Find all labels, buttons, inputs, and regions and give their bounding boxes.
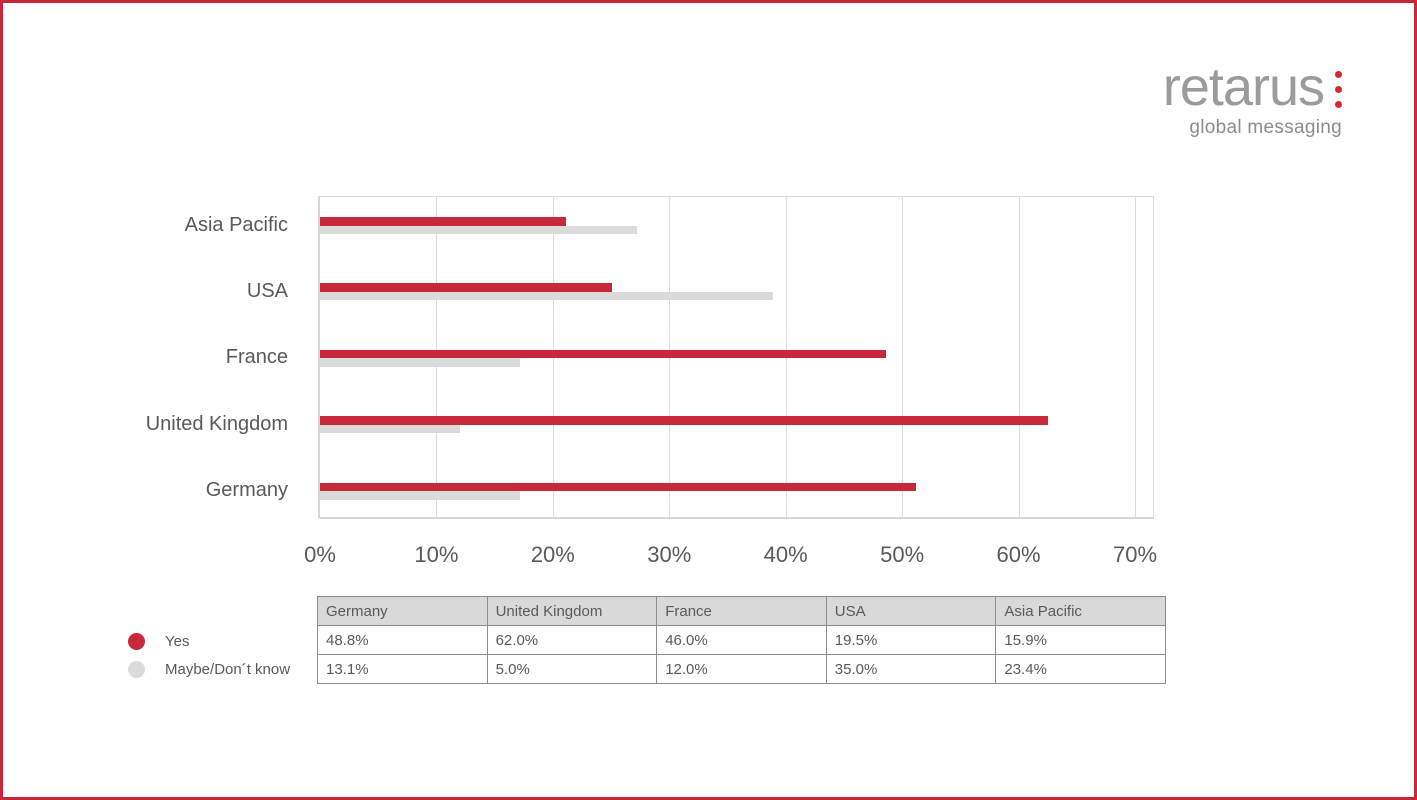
axis-tick-label: 50% [880,542,925,567]
axis-tick-label: 0% [304,542,336,567]
bar-yes-0 [320,217,566,226]
gridline [1135,197,1136,517]
legend-label: Yes [165,633,190,650]
bar-yes-4 [320,482,917,492]
bar-maybe-0 [320,225,637,234]
plot-area [320,196,1154,519]
bar-maybe-2 [320,358,521,367]
axis-tick-label: 20% [530,542,575,567]
data-table-body: 48.8% 62.0% 46.0% 19.5% 15.9% 13.1% 5.0% 12.0% 3… [317,625,1166,684]
table-cell: 46.0% [656,625,827,655]
table-cell: 15.9% [995,625,1166,655]
bar-yes-1 [320,283,613,292]
chart-legend: Yes Maybe/Don´t know [128,633,290,689]
bar-maybe-3 [320,424,460,434]
legend-swatch-icon [128,633,145,650]
axis-tick-label: 60% [996,542,1041,567]
legend-swatch-icon [128,661,145,678]
legend-item: Maybe/Don´t know [128,661,290,678]
bar-yes-2 [320,349,886,359]
data-table: Germany United Kingdom France USA Asia Pacif… [317,596,1166,684]
axis-tick-label: 30% [647,542,692,567]
table-header-row: Germany United Kingdom France USA Asia Pacif… [317,596,1166,626]
legend-item: Yes [128,633,290,650]
logo-dot-icon [1335,85,1342,93]
retarus-logo: retarus global messaging [1162,57,1342,139]
table-cell: 62.0% [486,625,658,655]
axis-tick-label: 10% [414,542,459,567]
table-header-cell: Germany [317,596,488,626]
gridline [1018,197,1020,517]
table-header-cell: United Kingdom [486,596,658,626]
axis-tick-label: 70% [1112,542,1158,567]
category-label: Germany [205,479,288,502]
logo-dot-icon [1335,70,1342,78]
bar-maybe-1 [320,291,773,301]
category-label: Asia Pacific [184,213,288,236]
logo-dots-icon [1335,70,1342,108]
table-header-cell: Asia Pacific [995,596,1166,626]
category-label: United Kingdom [145,412,288,435]
table-row: 13.1% 5.0% 12.0% 35.0% 23.4% [317,654,1166,684]
table-row: 48.8% 62.0% 46.0% 19.5% 15.9% [317,625,1166,655]
logo-brand-text: retarus [1162,57,1325,117]
table-cell: 13.1% [317,654,488,684]
category-label: France [225,346,288,369]
category-label: USA [246,279,288,302]
data-table-head: Germany United Kingdom France USA Asia Pacif… [317,596,1166,626]
table-header-cell: France [656,596,827,626]
table-cell: 19.5% [825,625,997,655]
logo-tagline: global messaging [1189,116,1342,138]
legend-label: Maybe/Don´t know [165,661,291,678]
table-cell: 23.4% [995,654,1166,684]
bar-yes-3 [320,416,1048,425]
logo-row: retarus [1162,57,1342,117]
table-header-cell: USA [825,596,997,626]
table-cell: 5.0% [486,654,658,684]
table-cell: 12.0% [656,654,827,684]
table-cell: 48.8% [317,625,488,655]
bar-maybe-4 [320,491,521,500]
axis-tick-label: 40% [763,542,808,567]
table-cell: 35.0% [825,654,997,684]
logo-dot-icon [1335,100,1342,108]
y-axis-line [318,196,320,518]
gridline [902,197,904,517]
